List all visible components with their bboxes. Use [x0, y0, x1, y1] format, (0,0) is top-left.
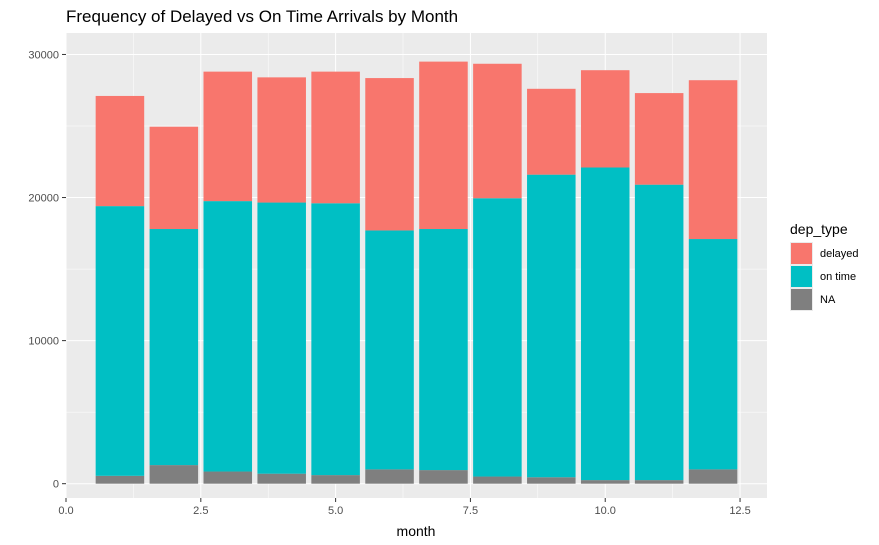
bar-on-time-month-6 — [365, 230, 414, 470]
legend-swatch-na — [791, 289, 812, 310]
legend: dep_type delayed on time NA — [790, 221, 859, 311]
legend-label: delayed — [820, 248, 859, 260]
x-tick-label: 2.5 — [193, 505, 208, 517]
bar-delayed-month-2 — [149, 126, 199, 230]
bar-na-month-8 — [473, 476, 522, 484]
bar-on-time-month-11 — [634, 184, 684, 481]
bar-delayed-month-7 — [419, 61, 468, 230]
y-axis: 0 10000 20000 30000 — [28, 49, 66, 491]
legend-label: on time — [820, 271, 856, 283]
x-tick-label: 5.0 — [328, 505, 343, 517]
legend-swatch-on-time — [791, 266, 812, 287]
bar-delayed-month-9 — [527, 88, 576, 175]
bar-na-month-3 — [203, 471, 253, 484]
bar-delayed-month-11 — [634, 93, 684, 185]
bar-na-month-1 — [95, 475, 145, 484]
legend-label: NA — [820, 294, 836, 306]
bar-on-time-month-10 — [580, 167, 630, 481]
bar-on-time-month-5 — [311, 203, 360, 476]
bar-delayed-month-8 — [473, 63, 522, 199]
chart-title: Frequency of Delayed vs On Time Arrivals… — [66, 7, 458, 26]
y-tick-label: 30000 — [28, 49, 59, 61]
bar-na-month-10 — [580, 480, 630, 484]
x-tick-label: 7.5 — [463, 505, 478, 517]
legend-swatch-delayed — [791, 243, 812, 264]
legend-items: delayed on time NA — [790, 242, 859, 311]
bar-na-month-6 — [365, 469, 414, 484]
bars — [95, 61, 738, 484]
bar-delayed-month-5 — [311, 71, 360, 204]
bar-na-month-2 — [149, 465, 199, 484]
x-tick-label: 12.5 — [729, 505, 750, 517]
bar-on-time-month-8 — [473, 198, 522, 477]
bar-on-time-month-3 — [203, 201, 253, 472]
bar-on-time-month-9 — [527, 174, 576, 478]
bar-na-month-5 — [311, 475, 360, 484]
bar-na-month-11 — [634, 480, 684, 484]
bar-delayed-month-3 — [203, 71, 253, 202]
bar-delayed-month-4 — [257, 77, 306, 203]
x-tick-label: 0.0 — [58, 505, 73, 517]
bar-delayed-month-6 — [365, 78, 414, 231]
x-tick-label: 10.0 — [595, 505, 616, 517]
bar-na-month-4 — [257, 473, 306, 484]
bar-on-time-month-12 — [688, 239, 738, 470]
bar-delayed-month-10 — [580, 70, 630, 168]
bar-na-month-7 — [419, 470, 468, 484]
legend-title: dep_type — [790, 221, 848, 237]
y-tick-label: 0 — [53, 479, 59, 491]
x-axis-title: month — [397, 523, 436, 539]
bar-on-time-month-2 — [149, 229, 199, 466]
bar-on-time-month-1 — [95, 206, 145, 476]
y-tick-label: 20000 — [28, 193, 59, 205]
bar-on-time-month-4 — [257, 202, 306, 474]
y-tick-label: 10000 — [28, 336, 59, 348]
bar-delayed-month-12 — [688, 80, 738, 240]
bar-na-month-12 — [688, 469, 738, 484]
bar-delayed-month-1 — [95, 95, 145, 207]
bar-on-time-month-7 — [419, 229, 468, 471]
bar-na-month-9 — [527, 477, 576, 484]
x-axis: 0.0 2.5 5.0 7.5 10.0 12.5 — [58, 498, 751, 517]
